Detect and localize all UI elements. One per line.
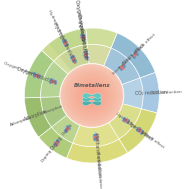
Text: Oxygen reduction: Oxygen reduction bbox=[16, 66, 56, 84]
Circle shape bbox=[60, 64, 124, 127]
Polygon shape bbox=[48, 28, 117, 56]
Polygon shape bbox=[49, 79, 57, 84]
Polygon shape bbox=[119, 64, 125, 70]
Polygon shape bbox=[52, 115, 80, 143]
Text: Oxygen reduction: Oxygen reduction bbox=[3, 62, 39, 78]
Text: Adsorption: Adsorption bbox=[10, 115, 33, 127]
Polygon shape bbox=[67, 139, 128, 163]
Polygon shape bbox=[93, 133, 98, 141]
Circle shape bbox=[68, 72, 116, 119]
Polygon shape bbox=[140, 72, 159, 113]
Polygon shape bbox=[64, 125, 69, 132]
Text: Doping: Doping bbox=[41, 148, 53, 163]
Text: Ligand effect: Ligand effect bbox=[140, 130, 165, 149]
Circle shape bbox=[74, 78, 109, 113]
Text: Methanol oxidation: Methanol oxidation bbox=[93, 132, 101, 177]
Polygon shape bbox=[82, 93, 102, 98]
Polygon shape bbox=[32, 73, 40, 77]
Polygon shape bbox=[63, 39, 67, 46]
Polygon shape bbox=[54, 139, 59, 146]
Polygon shape bbox=[119, 109, 157, 153]
Text: CO₂ reduction: CO₂ reduction bbox=[152, 90, 182, 95]
Polygon shape bbox=[71, 55, 75, 62]
Polygon shape bbox=[137, 128, 143, 133]
Circle shape bbox=[66, 70, 117, 121]
Text: Strain effect: Strain effect bbox=[123, 43, 146, 66]
Circle shape bbox=[60, 64, 124, 127]
Text: Adsorption: Adsorption bbox=[24, 109, 48, 122]
Circle shape bbox=[71, 75, 112, 116]
Text: Strain effect: Strain effect bbox=[112, 57, 131, 76]
Polygon shape bbox=[24, 97, 52, 137]
Text: Ligand effect: Ligand effect bbox=[115, 111, 136, 129]
Polygon shape bbox=[132, 51, 137, 57]
Circle shape bbox=[70, 73, 114, 118]
Circle shape bbox=[62, 65, 122, 126]
Polygon shape bbox=[109, 104, 141, 139]
Text: Adsorption: Adsorption bbox=[42, 104, 63, 115]
Polygon shape bbox=[86, 28, 117, 48]
Polygon shape bbox=[111, 33, 155, 78]
Polygon shape bbox=[54, 45, 89, 74]
Polygon shape bbox=[83, 50, 88, 59]
Circle shape bbox=[73, 76, 111, 115]
Polygon shape bbox=[87, 44, 111, 66]
Circle shape bbox=[85, 89, 98, 102]
Text: Bimetallens: Bimetallens bbox=[73, 83, 110, 88]
Circle shape bbox=[76, 80, 108, 112]
Polygon shape bbox=[42, 28, 87, 61]
Polygon shape bbox=[24, 50, 54, 98]
Text: Defect: Defect bbox=[82, 48, 88, 61]
Circle shape bbox=[63, 67, 120, 124]
Circle shape bbox=[78, 81, 106, 110]
Text: Hydrogen evolution: Hydrogen evolution bbox=[52, 21, 77, 64]
Polygon shape bbox=[41, 97, 67, 127]
Text: Methanol oxidation: Methanol oxidation bbox=[95, 151, 102, 189]
Polygon shape bbox=[82, 97, 102, 102]
Text: CO₂ reduction: CO₂ reduction bbox=[135, 90, 167, 97]
Circle shape bbox=[79, 83, 105, 108]
Circle shape bbox=[87, 91, 97, 100]
Polygon shape bbox=[39, 127, 73, 158]
Text: Oxygen evolution: Oxygen evolution bbox=[74, 0, 86, 44]
Circle shape bbox=[82, 86, 101, 105]
Text: Doping: Doping bbox=[49, 135, 63, 151]
Text: Doping: Doping bbox=[61, 122, 73, 136]
Polygon shape bbox=[41, 61, 68, 97]
Circle shape bbox=[81, 84, 103, 107]
Text: Ligand effect: Ligand effect bbox=[126, 119, 153, 141]
Polygon shape bbox=[122, 78, 143, 109]
Text: Hydrogen evolution: Hydrogen evolution bbox=[47, 10, 69, 47]
Polygon shape bbox=[122, 118, 129, 122]
Circle shape bbox=[84, 88, 100, 104]
Polygon shape bbox=[59, 44, 111, 71]
Polygon shape bbox=[82, 100, 102, 106]
Text: Oxygen evolution: Oxygen evolution bbox=[76, 14, 89, 60]
Polygon shape bbox=[73, 122, 119, 147]
Circle shape bbox=[65, 68, 119, 123]
Polygon shape bbox=[80, 33, 85, 41]
Text: Strain effect: Strain effect bbox=[135, 33, 157, 54]
Polygon shape bbox=[104, 48, 140, 85]
